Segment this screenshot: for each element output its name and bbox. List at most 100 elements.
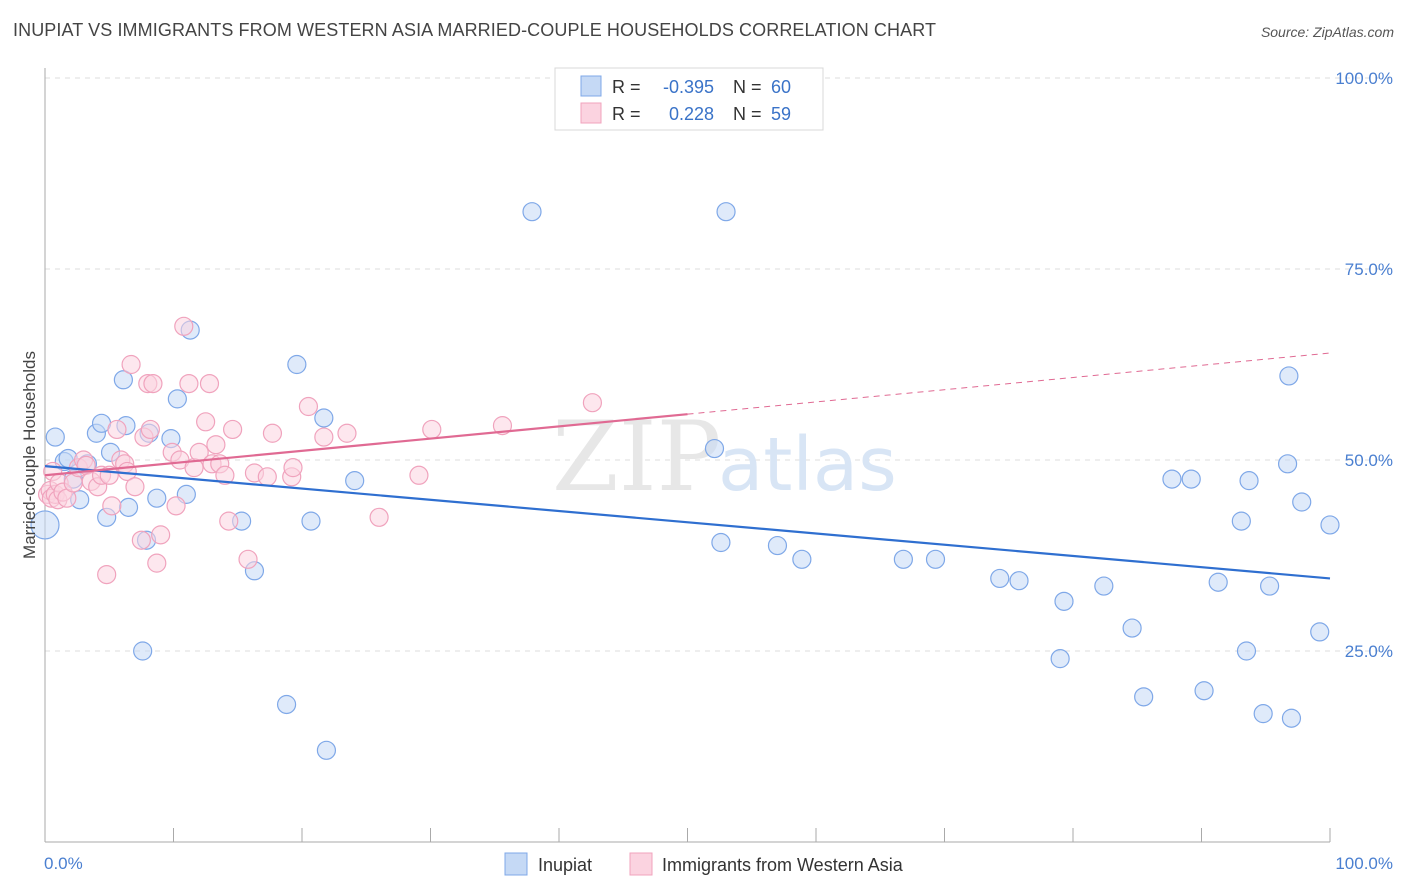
inupiat-point-35 bbox=[792, 549, 812, 569]
series-legend: Inupiat Immigrants from Western Asia bbox=[504, 852, 904, 876]
western-asia-point-58 bbox=[422, 419, 442, 440]
series-inupiat-points bbox=[30, 202, 1340, 760]
chart-source: Source: ZipAtlas.com bbox=[1260, 24, 1394, 40]
western-asia-point-16 bbox=[97, 564, 117, 585]
inupiat-point-28 bbox=[316, 740, 337, 760]
legend-swatch-western-asia bbox=[580, 102, 602, 124]
western-asia-point-53 bbox=[298, 396, 319, 417]
inupiat-point-52 bbox=[1253, 704, 1273, 724]
western-asia-point-18 bbox=[102, 496, 122, 516]
inupiat-point-27 bbox=[314, 408, 334, 428]
inupiat-point-48 bbox=[1208, 572, 1228, 592]
x-tick-label-0: 0.0% bbox=[44, 854, 83, 873]
inupiat-point-13 bbox=[118, 497, 139, 517]
y-tick-labels: 25.0% 50.0% 75.0% 100.0% bbox=[1335, 69, 1393, 661]
legend-n-label-1: N = bbox=[733, 77, 762, 97]
bottom-legend-western-asia: Immigrants from Western Asia bbox=[662, 855, 904, 875]
western-asia-point-28 bbox=[140, 419, 160, 440]
x-tick-labels: 0.0% 100.0% bbox=[44, 854, 1393, 873]
western-asia-point-42 bbox=[206, 435, 226, 455]
western-asia-point-36 bbox=[179, 374, 199, 394]
western-asia-point-49 bbox=[257, 467, 277, 487]
inupiat-point-31 bbox=[716, 202, 736, 222]
inupiat-point-1 bbox=[45, 427, 65, 447]
trend-line-inupiat bbox=[44, 465, 1331, 580]
inupiat-point-39 bbox=[1009, 571, 1029, 591]
inupiat-point-40 bbox=[1054, 591, 1074, 611]
legend-r-value-1: -0.395 bbox=[663, 77, 714, 97]
inupiat-point-49 bbox=[1231, 511, 1251, 531]
correlation-legend: R = -0.395 N = 60 R = 0.228 N = 59 bbox=[554, 67, 824, 131]
inupiat-point-17 bbox=[147, 488, 167, 508]
legend-r-label-1: R = bbox=[612, 77, 641, 97]
x-tick-label-100: 100.0% bbox=[1335, 854, 1393, 873]
western-asia-point-33 bbox=[166, 496, 186, 516]
inupiat-point-41 bbox=[1050, 649, 1070, 669]
inupiat-point-37 bbox=[925, 549, 946, 569]
inupiat-point-11 bbox=[113, 370, 133, 390]
western-asia-point-31 bbox=[151, 525, 171, 545]
watermark-atlas: atlas bbox=[718, 422, 897, 508]
inupiat-point-57 bbox=[1292, 492, 1312, 512]
western-asia-point-23 bbox=[121, 354, 141, 375]
inupiat-point-50 bbox=[1236, 641, 1257, 661]
bottom-legend-swatch-western-asia bbox=[629, 852, 653, 876]
inupiat-point-53 bbox=[1260, 576, 1280, 596]
western-asia-point-52 bbox=[283, 458, 303, 478]
western-asia-point-30 bbox=[147, 553, 167, 573]
inupiat-point-46 bbox=[1181, 469, 1201, 489]
inupiat-point-56 bbox=[1281, 708, 1302, 728]
western-asia-point-40 bbox=[199, 374, 220, 394]
legend-r-label-2: R = bbox=[612, 104, 641, 124]
inupiat-point-44 bbox=[1134, 687, 1154, 707]
inupiat-point-45 bbox=[1162, 469, 1182, 489]
inupiat-point-38 bbox=[990, 568, 1010, 589]
y-tick-label-50: 50.0% bbox=[1345, 451, 1393, 470]
y-tick-label-75: 75.0% bbox=[1345, 260, 1393, 279]
western-asia-point-55 bbox=[337, 423, 357, 443]
western-asia-point-59 bbox=[492, 416, 513, 436]
inupiat-point-19 bbox=[167, 389, 187, 409]
western-asia-point-19 bbox=[107, 419, 127, 440]
series-western-asia-points bbox=[37, 316, 603, 585]
inupiat-point-54 bbox=[1277, 454, 1298, 474]
trend-line-western-asia-extension bbox=[687, 352, 1331, 415]
inupiat-point-26 bbox=[301, 511, 321, 531]
western-asia-point-50 bbox=[262, 423, 283, 443]
legend-n-label-2: N = bbox=[733, 104, 762, 124]
bottom-legend-inupiat: Inupiat bbox=[538, 855, 592, 875]
western-asia-point-39 bbox=[196, 412, 216, 432]
watermark: ZIP atlas bbox=[552, 401, 897, 513]
inupiat-point-25 bbox=[287, 354, 307, 375]
inupiat-point-24 bbox=[276, 694, 297, 715]
western-asia-point-47 bbox=[238, 549, 258, 569]
y-axis-label: Married-couple Households bbox=[20, 351, 39, 559]
western-asia-point-29 bbox=[143, 374, 163, 394]
grid-lines bbox=[45, 77, 1393, 652]
legend-r-value-2: 0.228 bbox=[669, 104, 714, 124]
western-asia-point-35 bbox=[174, 316, 194, 336]
chart-title: INUPIAT VS IMMIGRANTS FROM WESTERN ASIA … bbox=[13, 20, 937, 40]
inupiat-point-29 bbox=[345, 471, 365, 491]
western-asia-point-24 bbox=[125, 477, 145, 497]
legend-n-value-1: 60 bbox=[771, 77, 791, 97]
inupiat-point-32 bbox=[704, 438, 725, 459]
western-asia-point-46 bbox=[223, 419, 243, 440]
inupiat-point-30 bbox=[522, 202, 542, 222]
inupiat-point-36 bbox=[893, 549, 913, 569]
trend-line-western-asia bbox=[44, 413, 688, 477]
axes bbox=[44, 68, 1331, 843]
inupiat-point-42 bbox=[1094, 576, 1114, 596]
y-tick-label-100: 100.0% bbox=[1335, 69, 1393, 88]
western-asia-point-57 bbox=[409, 465, 429, 485]
western-asia-point-60 bbox=[582, 393, 603, 413]
legend-swatch-inupiat bbox=[580, 75, 602, 97]
western-asia-point-54 bbox=[314, 427, 334, 447]
inupiat-point-47 bbox=[1194, 681, 1214, 701]
y-tick-label-25: 25.0% bbox=[1345, 642, 1393, 661]
inupiat-point-55 bbox=[1279, 366, 1299, 386]
inupiat-point-59 bbox=[1320, 515, 1340, 535]
watermark-zip: ZIP bbox=[552, 401, 721, 513]
inupiat-point-51 bbox=[1239, 471, 1259, 491]
inupiat-point-33 bbox=[711, 532, 731, 553]
